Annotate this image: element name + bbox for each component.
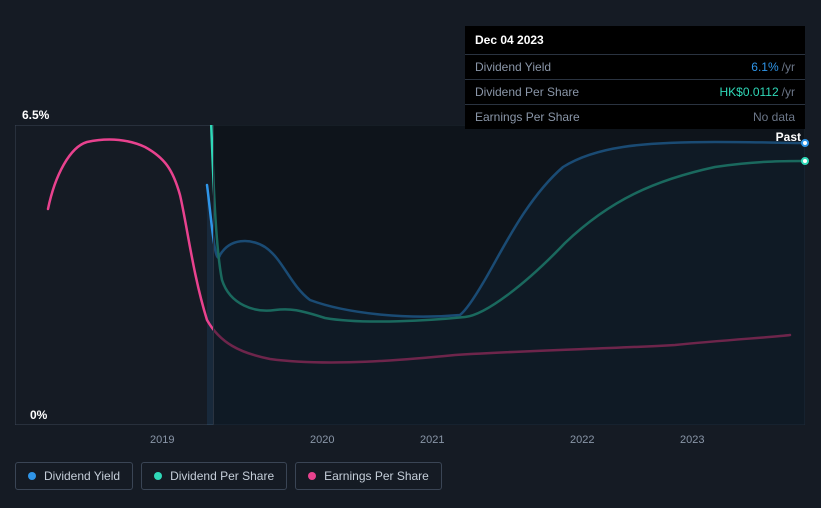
x-tick-label: 2019	[150, 434, 174, 446]
y-axis-top-label: 6.5%	[22, 108, 49, 122]
end-dot-dividend_yield	[801, 139, 809, 147]
legend-label: Earnings Per Share	[324, 469, 429, 483]
legend-item-earnings-per-share[interactable]: Earnings Per Share	[295, 462, 442, 490]
shaded-region	[213, 125, 805, 425]
info-value: HK$0.0112/yr	[720, 85, 796, 99]
info-label: Earnings Per Share	[475, 110, 753, 124]
x-tick-label: 2020	[310, 434, 334, 446]
info-value: No data	[753, 110, 795, 124]
info-label: Dividend Yield	[475, 60, 751, 74]
end-dot-dividend_per_share	[801, 157, 809, 165]
legend-label: Dividend Yield	[44, 469, 120, 483]
chart-container: Dec 04 2023 Dividend Yield 6.1% /yr Divid…	[0, 0, 821, 508]
past-label: Past	[776, 130, 801, 144]
legend-dot-icon	[308, 472, 316, 480]
legend-label: Dividend Per Share	[170, 469, 274, 483]
info-value-suffix: /yr	[782, 60, 795, 74]
info-panel-date: Dec 04 2023	[465, 26, 805, 55]
info-row: Dividend Per Share HK$0.0112/yr	[465, 80, 805, 105]
info-panel: Dec 04 2023 Dividend Yield 6.1% /yr Divid…	[465, 26, 805, 129]
legend-item-dividend-per-share[interactable]: Dividend Per Share	[141, 462, 287, 490]
info-value-primary: No data	[753, 110, 795, 124]
info-value-primary: 6.1%	[751, 60, 778, 74]
info-row: Dividend Yield 6.1% /yr	[465, 55, 805, 80]
legend-dot-icon	[28, 472, 36, 480]
info-label: Dividend Per Share	[475, 85, 720, 99]
info-value-suffix: /yr	[782, 85, 795, 99]
x-tick-label: 2023	[680, 434, 704, 446]
legend: Dividend Yield Dividend Per Share Earnin…	[15, 462, 442, 490]
legend-dot-icon	[154, 472, 162, 480]
info-row: Earnings Per Share No data	[465, 105, 805, 129]
info-value-primary: HK$0.0112	[720, 85, 779, 99]
x-tick-label: 2022	[570, 434, 594, 446]
x-tick-label: 2021	[420, 434, 444, 446]
info-value: 6.1% /yr	[751, 60, 795, 74]
legend-item-dividend-yield[interactable]: Dividend Yield	[15, 462, 133, 490]
